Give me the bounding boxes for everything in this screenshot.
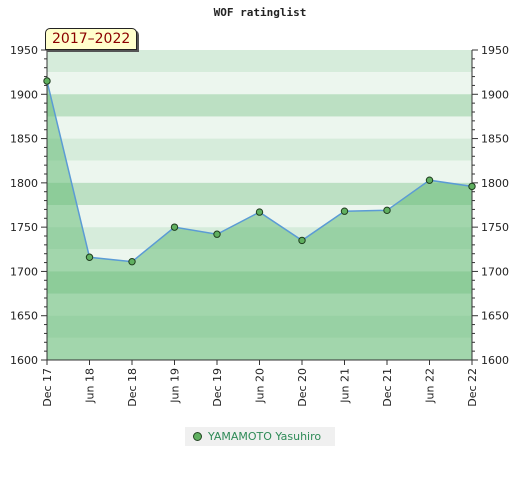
- legend-label: YAMAMOTO Yasuhiro: [208, 430, 322, 443]
- data-point: [255, 208, 264, 216]
- rating-area-fill: [47, 81, 472, 360]
- x-axis-labels: Dec 17 Jun 18 Dec 18 Jun 19 Dec 19 Jun 20 Dec …: [41, 368, 479, 407]
- data-point: [85, 253, 94, 261]
- axes: [41, 49, 478, 365]
- y-axis-labels: 1600 1600 1650 1650 1700 1700 1750 1750 1800 1800…: [10, 44, 509, 367]
- background-band: [47, 94, 472, 117]
- data-point: [128, 257, 136, 266]
- x-tick-label: Dec 19: [211, 368, 224, 407]
- x-tick-label: Dec 22: [466, 368, 479, 407]
- x-tick-label: Jun 20: [254, 368, 267, 404]
- y-tick-label-left: 1650: [10, 310, 38, 323]
- data-point: [298, 236, 306, 245]
- x-tick-label: Dec 20: [296, 368, 309, 407]
- data-point: [425, 176, 434, 184]
- chart-title: WOF ratinglist: [213, 6, 307, 19]
- background-band: [47, 182, 472, 205]
- y-tick-label-right: 1850: [481, 133, 509, 146]
- data-points: [43, 77, 476, 266]
- background-band: [47, 50, 472, 73]
- background-band: [47, 72, 472, 95]
- y-tick-label-right: 1900: [481, 88, 509, 101]
- y-tick-label-left: 1950: [10, 44, 38, 57]
- data-point: [43, 77, 51, 85]
- x-tick-label: Jun 21: [339, 368, 352, 404]
- legend-marker-icon: [193, 432, 202, 441]
- legend[interactable]: YAMAMOTO Yasuhiro: [185, 427, 335, 446]
- x-tick-label: Jun 22: [424, 368, 437, 404]
- y-tick-label-right: 1800: [481, 177, 509, 190]
- y-tick-label-right: 1600: [481, 354, 509, 367]
- x-tick-label: Jun 18: [84, 368, 97, 404]
- y-tick-label-right: 1750: [481, 221, 509, 234]
- data-point: [340, 207, 349, 215]
- x-tick-label: Jun 19: [169, 368, 182, 404]
- y-tick-label-left: 1800: [10, 177, 38, 190]
- background-band: [47, 138, 472, 161]
- y-tick-label-left: 1750: [10, 221, 38, 234]
- y-tick-label-left: 1600: [10, 354, 38, 367]
- y-tick-label-left: 1850: [10, 133, 38, 146]
- x-tick-label: Dec 17: [41, 368, 54, 407]
- y-tick-label-right: 1650: [481, 310, 509, 323]
- data-point: [170, 223, 179, 231]
- background-band: [47, 160, 472, 183]
- background-band: [47, 116, 472, 139]
- x-tick-label: Dec 18: [126, 368, 139, 407]
- y-tick-label-right: 1950: [481, 44, 509, 57]
- y-tick-label-left: 1900: [10, 88, 38, 101]
- period-badge: 2017–2022: [45, 28, 138, 50]
- data-point: [468, 182, 476, 191]
- y-tick-label-left: 1700: [10, 265, 38, 278]
- y-tick-label-right: 1700: [481, 265, 509, 278]
- x-tick-label: Dec 21: [381, 368, 394, 407]
- data-point: [213, 230, 221, 238]
- data-point: [383, 206, 391, 215]
